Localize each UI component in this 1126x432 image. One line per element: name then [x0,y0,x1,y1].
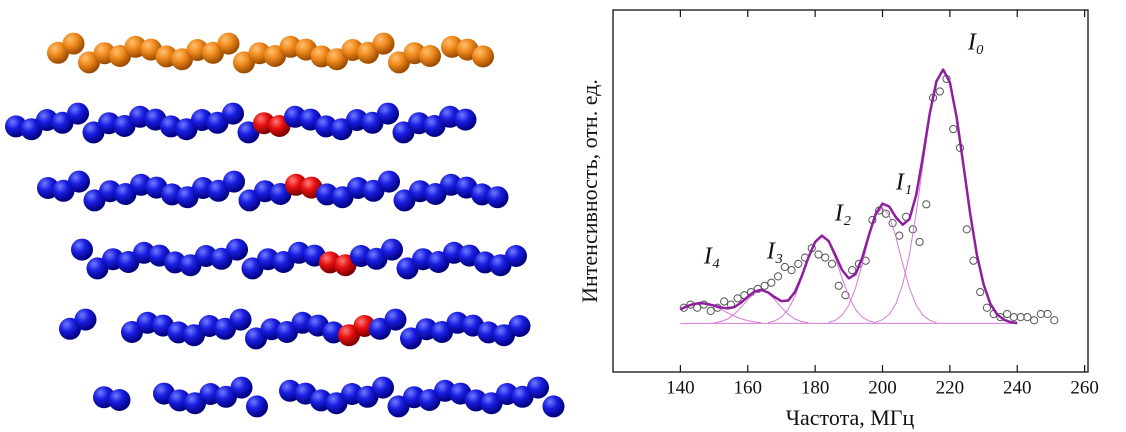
data-point [694,304,701,311]
data-point [795,260,802,267]
atom [509,315,531,337]
data-point [1044,310,1051,317]
atom [231,377,253,399]
x-tick-label: 260 [1070,377,1099,398]
data-point [734,295,741,302]
data-point [849,267,856,274]
data-point [768,279,775,286]
atom [226,239,248,261]
data-point [835,282,842,289]
atom [223,171,245,193]
atom [373,33,395,55]
atom [527,377,549,399]
data-point [1051,317,1058,324]
data-point [1004,310,1011,317]
fit-curve [680,70,1017,324]
data-point [707,307,714,314]
atom [75,309,97,331]
data-point [896,232,903,239]
data-point [761,282,768,289]
data-point [916,238,923,245]
atom [67,103,89,125]
x-tick-label: 140 [666,377,695,398]
atom [385,309,407,331]
peak-label: I₁ [895,170,912,196]
data-point [815,251,822,258]
peak-label: I₂ [834,201,851,227]
x-tick-label: 160 [734,377,763,398]
data-point [828,260,835,267]
atom [543,395,565,417]
atom [472,45,494,67]
atom [372,377,394,399]
atom [71,239,93,261]
y-axis-label: Интенсивность, отн. ед. [577,79,602,303]
data-point [977,288,984,295]
data-point [950,125,957,132]
data-point [822,254,829,261]
data-point [923,201,930,208]
atom [109,389,131,411]
atom [487,186,509,208]
data-point [1024,314,1031,321]
atom [246,395,268,417]
data-point [721,298,728,305]
data-point [983,304,990,311]
atom [381,239,403,261]
atom [378,171,400,193]
figure: Частота, МГц Интенсивность, отн. ед. 140… [0,0,1126,432]
data-point [774,273,781,280]
x-tick-label: 200 [868,377,897,398]
atom [68,171,90,193]
peak-label: I₃ [766,239,783,265]
x-tick-label: 180 [801,377,830,398]
data-point [1010,314,1017,321]
atom [505,245,527,267]
peak-label: I₄ [703,244,720,270]
x-tick-label: 240 [1003,377,1032,398]
atom [419,45,441,67]
data-point [936,88,943,95]
x-tick-label: 220 [936,377,965,398]
x-axis-label: Частота, МГц [786,405,915,430]
atom [377,103,399,125]
component-curve [876,70,1017,324]
peak-label: I₀ [967,30,984,56]
data-point [788,267,795,274]
atom [455,109,477,131]
data-point [970,257,977,264]
atom [222,103,244,125]
atom [230,309,252,331]
atom [218,33,240,55]
atom-illustration [5,33,565,418]
data-point [1030,317,1037,324]
data-point [1037,310,1044,317]
atom [63,33,85,55]
data-point [1017,314,1024,321]
data-point [963,226,970,233]
